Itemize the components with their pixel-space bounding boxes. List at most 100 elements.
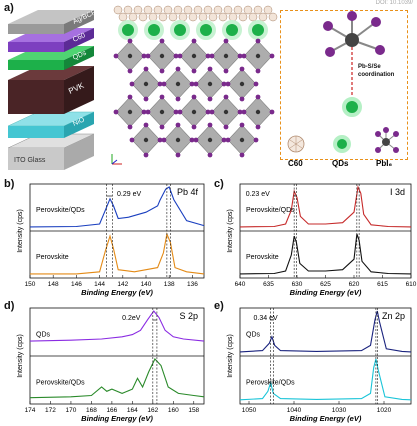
- iodine-atom: [223, 38, 229, 44]
- c60-ball: [143, 5, 153, 15]
- series-label: Perovskite: [36, 254, 69, 261]
- c60-ball: [233, 5, 243, 15]
- iodine-atom: [145, 53, 151, 59]
- c60-ball: [113, 5, 123, 15]
- series-line: [239, 310, 412, 353]
- c60-ball: [228, 12, 238, 22]
- iodine-atom: [173, 109, 179, 115]
- iodine-atom: [157, 81, 163, 87]
- lead-atom: [239, 137, 245, 143]
- x-tick-label: 136: [187, 281, 198, 288]
- device-stack-diagram: Ag/BCP C60 QDs PVK NiO ITO Glass: [7, 10, 98, 170]
- c60-ball: [263, 5, 273, 15]
- iodine-atom: [239, 66, 245, 72]
- iodine-atom: [237, 109, 243, 115]
- iodine-atom: [241, 53, 247, 59]
- x-tick-label: 1050: [242, 407, 257, 414]
- iodine-atom: [205, 109, 211, 115]
- layer-qds: [8, 46, 94, 70]
- iodine-atom: [239, 96, 245, 102]
- layer-label-c60: C60: [72, 32, 87, 44]
- iodine-atom: [255, 68, 261, 74]
- c60-ball: [268, 12, 278, 22]
- iodine-atom: [189, 81, 195, 87]
- x-tick-label: 168: [86, 407, 97, 414]
- c60-ball: [203, 5, 213, 15]
- iodine-atom: [253, 137, 259, 143]
- qd-ball: [196, 20, 216, 40]
- coordination-callout: [280, 10, 408, 160]
- iodine-atom: [127, 68, 133, 74]
- iodine-atom: [189, 137, 195, 143]
- panel-c-label: c): [214, 178, 224, 190]
- iodine-atom: [209, 109, 215, 115]
- x-axis-label: Binding Energy (eV): [290, 288, 362, 297]
- series-line: [239, 358, 412, 401]
- qd-ball: [144, 20, 164, 40]
- iodine-atom: [143, 122, 149, 128]
- series-line: [29, 358, 205, 399]
- x-tick-label: 635: [263, 281, 274, 288]
- x-tick-label: 144: [94, 281, 105, 288]
- lead-atom: [159, 109, 165, 115]
- iodine-atom: [113, 109, 119, 115]
- qd-ball: [248, 20, 268, 40]
- iodine-atom: [159, 38, 165, 44]
- x-tick-label: 172: [45, 407, 56, 414]
- x-tick-label: 630: [292, 281, 303, 288]
- iodine-atom: [143, 66, 149, 72]
- x-axis-label: Binding Energy (eV): [81, 414, 153, 423]
- lead-atom: [143, 81, 149, 87]
- qd-sphere: [342, 97, 362, 117]
- lead-atom: [175, 137, 181, 143]
- iodine-atom: [145, 109, 151, 115]
- legend-c60-label: C60: [288, 159, 303, 168]
- c60-ball: [243, 5, 253, 15]
- iodine-atom: [161, 137, 167, 143]
- iodine-atom: [175, 66, 181, 72]
- lead-atom: [255, 53, 261, 59]
- coordination-diagram: Pb-S/Se coordination: [323, 11, 395, 117]
- iodine-atom: [177, 109, 183, 115]
- x-tick-label: 146: [71, 281, 82, 288]
- layer-pvk: [8, 66, 94, 114]
- crystal-structure: [111, 5, 278, 165]
- iodine-atom: [191, 38, 197, 44]
- layer-label-ito: ITO Glass: [14, 157, 46, 164]
- shift-label: 0.23 eV: [246, 191, 270, 198]
- iodine-atom: [223, 68, 229, 74]
- legend-pbi6-icon: [375, 127, 399, 153]
- iodine-atom: [237, 53, 243, 59]
- c60-ball: [123, 5, 133, 15]
- iodine-atom: [191, 124, 197, 130]
- c60-ball: [138, 12, 148, 22]
- iodine-atom: [127, 38, 133, 44]
- x-tick-label: 158: [188, 407, 199, 414]
- iodine-atom: [177, 53, 183, 59]
- x-tick-label: 1030: [332, 407, 347, 414]
- x-tick-label: 615: [377, 281, 388, 288]
- iodine-atom: [239, 122, 245, 128]
- series-label: Perovskite: [246, 254, 279, 261]
- qd-ball: [170, 20, 190, 40]
- shift-label: 0.29 eV: [117, 191, 141, 198]
- iodine-atom: [221, 81, 227, 87]
- layer-ito: [7, 133, 95, 170]
- iodine-atom: [207, 152, 213, 158]
- lead-atom: [191, 53, 197, 59]
- iodine-atom: [173, 53, 179, 59]
- c60-ball: [193, 5, 203, 15]
- iodine-atom: [159, 68, 165, 74]
- iodine-atom: [193, 137, 199, 143]
- element-title: I 3d: [390, 187, 405, 197]
- panel-a-label: a): [4, 2, 14, 14]
- c60-ball: [188, 12, 198, 22]
- structure-legend: C60 QDs PbI₆: [287, 127, 399, 168]
- c60-ball: [223, 5, 233, 15]
- series-line: [30, 232, 205, 275]
- layer-ag-bcp: [8, 10, 94, 34]
- series-label: Perovskite/QDs: [246, 207, 295, 214]
- lead-atom: [223, 53, 229, 59]
- iodine-atom: [127, 124, 133, 130]
- x-tick-label: 150: [25, 281, 36, 288]
